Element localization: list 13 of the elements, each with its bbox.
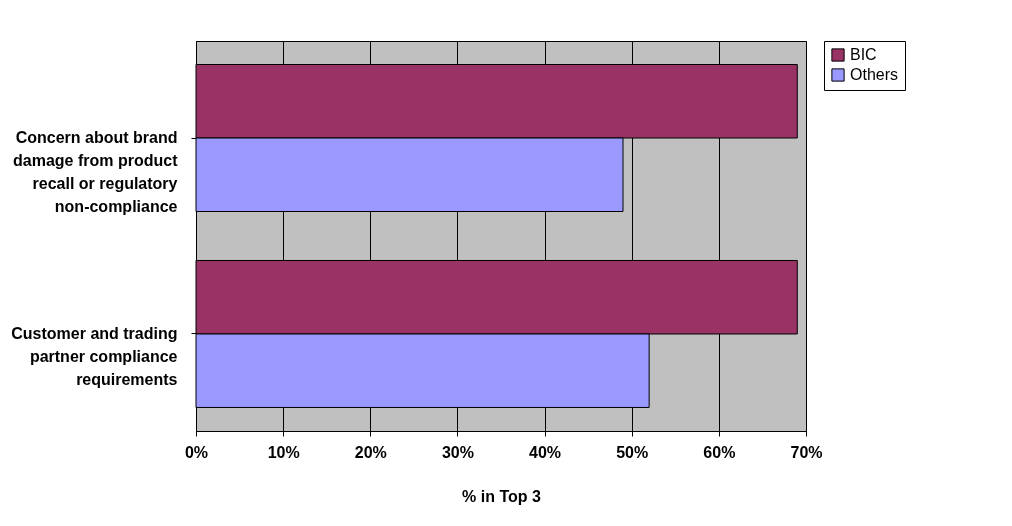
- legend-label: Others: [850, 66, 899, 83]
- x-tick-label: 60%: [703, 443, 736, 461]
- x-tick-label: 50%: [616, 443, 649, 461]
- x-tick-label: 30%: [441, 443, 474, 461]
- x-axis-title: % in Top 3: [462, 487, 542, 505]
- x-tick-label: 0%: [184, 443, 209, 461]
- x-tick-label: 40%: [529, 443, 562, 461]
- x-tick-label: 20%: [354, 443, 387, 461]
- y-tick-label: Customer and trading partner compliance requirements: [11, 324, 178, 388]
- x-tick-label: 70%: [790, 443, 823, 461]
- legend-label: BIC: [850, 46, 877, 63]
- x-tick-label: 10%: [267, 443, 300, 461]
- y-tick-label: Concern about brand damage from product recall or regulatory non-compliance: [13, 129, 179, 216]
